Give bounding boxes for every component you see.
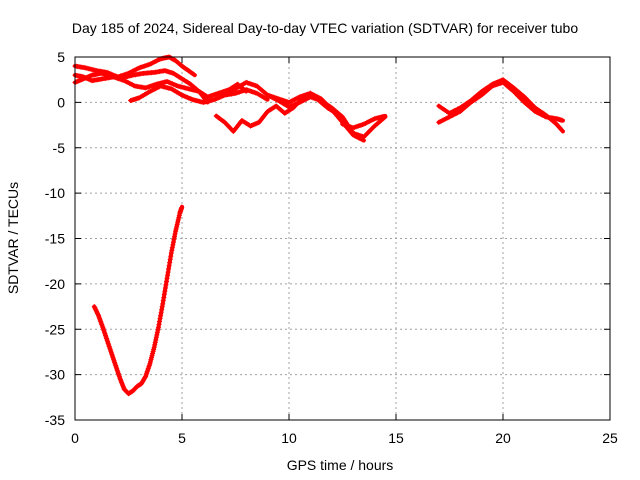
data-point: [559, 117, 565, 123]
plot-area: [72, 54, 565, 397]
data-point: [95, 312, 101, 318]
series-track-11: [91, 204, 185, 397]
data-point: [165, 269, 171, 275]
data-point: [154, 332, 160, 338]
data-point: [164, 275, 170, 281]
data-point: [157, 316, 163, 322]
x-tick-label: 0: [71, 430, 79, 446]
x-tick-label: 5: [178, 430, 186, 446]
data-point: [156, 321, 162, 327]
data-point: [162, 288, 168, 294]
x-tick-label: 15: [388, 430, 404, 446]
data-point: [159, 304, 165, 310]
data-point: [174, 224, 180, 230]
data-point: [175, 219, 181, 225]
data-point: [152, 339, 158, 345]
y-tick-label: -25: [45, 321, 65, 337]
data-point: [173, 228, 179, 234]
series-track-4: [128, 83, 270, 105]
y-tick-label: -5: [53, 140, 66, 156]
x-axis: 0 5 10 15 20 25: [71, 57, 618, 446]
data-point: [94, 309, 100, 315]
x-axis-label: GPS time / hours: [287, 457, 394, 473]
data-point: [157, 319, 163, 325]
data-point: [158, 313, 164, 319]
data-point: [162, 285, 168, 291]
data-point: [167, 260, 173, 266]
y-tick-label: -30: [45, 367, 65, 383]
series-line: [92, 204, 184, 396]
data-point: [174, 221, 180, 227]
data-point: [142, 374, 148, 380]
x-tick-label: 25: [602, 430, 618, 446]
data-point: [93, 308, 99, 314]
data-point: [558, 127, 564, 133]
data-point: [163, 279, 169, 285]
data-point: [158, 310, 164, 316]
y-tick-label: -10: [45, 185, 65, 201]
data-point: [165, 272, 171, 278]
data-point: [171, 236, 177, 242]
data-point: [176, 212, 182, 218]
data-point: [169, 245, 175, 251]
data-point: [94, 310, 100, 316]
y-tick-label: -15: [45, 231, 65, 247]
y-tick-label: -20: [45, 276, 65, 292]
data-point: [170, 239, 176, 245]
series-line: [436, 77, 565, 134]
data-point: [153, 337, 159, 343]
data-point: [166, 266, 172, 272]
data-point: [172, 231, 178, 237]
data-point: [173, 226, 179, 232]
y-tick-label: 5: [57, 49, 65, 65]
y-axis-label: SDTVAR / TECUs: [5, 182, 21, 294]
data-point: [154, 329, 160, 335]
data-point: [170, 242, 176, 248]
data-point: [191, 72, 197, 78]
data-point: [152, 342, 158, 348]
data-point: [168, 253, 174, 259]
data-point: [92, 305, 98, 311]
data-point: [155, 327, 161, 333]
data-point: [381, 113, 387, 119]
grid-lines: [75, 57, 610, 420]
data-point: [92, 306, 98, 312]
data-point: [153, 334, 159, 340]
data-point: [168, 250, 174, 256]
data-point: [159, 307, 165, 313]
data-point: [151, 344, 157, 350]
series-track-7: [265, 92, 388, 140]
data-point: [91, 304, 97, 310]
y-axis: 5 0 -5 -10 -15 -20 -25 -30 -35: [45, 49, 610, 428]
data-point: [167, 256, 173, 262]
data-point: [263, 96, 269, 102]
data-point: [166, 263, 172, 269]
data-point: [176, 215, 182, 221]
x-tick-label: 20: [495, 430, 511, 446]
series-track-10: [436, 79, 565, 125]
series-track-8: [340, 113, 388, 131]
data-point: [175, 217, 181, 223]
chart-title: Day 185 of 2024, Sidereal Day-to-day VTE…: [72, 20, 579, 36]
data-point: [161, 291, 167, 297]
data-point: [190, 71, 196, 77]
data-point: [160, 298, 166, 304]
data-point: [172, 234, 178, 240]
data-point: [179, 205, 185, 211]
y-tick-label: -35: [45, 412, 65, 428]
x-tick-label: 10: [281, 430, 297, 446]
y-tick-label: 0: [57, 94, 65, 110]
data-point: [163, 282, 169, 288]
data-point: [161, 294, 167, 300]
data-point: [559, 128, 565, 134]
data-point: [160, 301, 166, 307]
data-point: [169, 247, 175, 253]
data-point: [93, 307, 99, 313]
data-point: [155, 324, 161, 330]
